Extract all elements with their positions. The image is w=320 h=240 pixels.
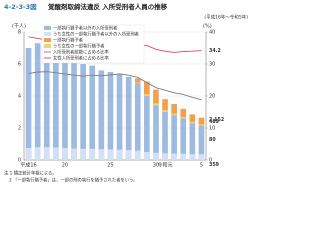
y2-tick-label: 40 xyxy=(209,30,215,36)
bar xyxy=(89,65,96,160)
bar xyxy=(162,110,168,112)
bar xyxy=(171,153,177,160)
bar xyxy=(144,81,150,96)
value-label: 359 xyxy=(209,162,220,168)
bar xyxy=(116,149,123,160)
value-label: 34.2 xyxy=(209,48,221,54)
bar xyxy=(153,105,159,160)
bar xyxy=(189,154,196,160)
legend-label: うち女性の一部執行猶予者以外の入所受刑者 xyxy=(53,31,140,38)
bar xyxy=(198,117,205,126)
bar xyxy=(134,78,141,84)
bar xyxy=(134,82,141,84)
bar xyxy=(144,96,150,160)
bar xyxy=(62,54,68,160)
value-label: 2,152 xyxy=(209,117,224,123)
bar xyxy=(89,148,96,160)
y2-axis-label: (%) xyxy=(203,24,212,30)
y-tick-label: 8 xyxy=(18,30,21,36)
y-tick-label: 2 xyxy=(18,126,21,132)
bar xyxy=(71,60,77,160)
line xyxy=(28,71,202,101)
bar xyxy=(171,113,177,116)
bar xyxy=(153,152,159,160)
bar xyxy=(189,123,196,160)
legend-swatch xyxy=(44,26,51,30)
legend-label: 入所受刑者総数に占める比率 xyxy=(53,49,110,56)
y2-tick-label: 20 xyxy=(209,94,215,100)
bar xyxy=(34,43,41,161)
legend-label: 女性入所受刑者に占める比率 xyxy=(53,55,110,62)
y-tick-label: 0 xyxy=(18,158,21,164)
y-axis-label: (千人) xyxy=(12,23,26,30)
bar xyxy=(153,103,159,106)
bar xyxy=(180,108,187,119)
bar xyxy=(171,115,177,160)
chart: 4-2-3-3図 覚醒剤取締法違反 入所受刑者人員の推移 (平成16年～令和5年… xyxy=(4,2,249,184)
y2-tick-label: 0 xyxy=(209,158,212,164)
legend-label: うち女性の一部執行猶予者 xyxy=(53,43,105,50)
bar xyxy=(162,153,168,160)
bar xyxy=(198,124,205,126)
bar xyxy=(134,83,141,160)
bar xyxy=(53,147,59,160)
bar xyxy=(80,64,86,160)
bar xyxy=(53,51,59,161)
bar xyxy=(189,114,196,124)
bar xyxy=(162,99,168,112)
bar xyxy=(71,148,77,160)
bar xyxy=(180,118,187,160)
subtitle: (平成16年～令和5年) xyxy=(204,14,248,21)
legend-swatch xyxy=(44,44,51,48)
legend-label: 一部執行猶予者 xyxy=(53,37,84,44)
bar xyxy=(25,48,32,160)
bar xyxy=(98,149,105,160)
bar xyxy=(80,148,86,160)
legend-swatch xyxy=(44,32,51,36)
bar xyxy=(107,149,114,160)
value-label: 489 xyxy=(209,119,220,125)
bar xyxy=(125,76,132,160)
legend-swatch xyxy=(44,38,51,42)
x-tick-label: 20 xyxy=(62,163,68,169)
bar xyxy=(116,73,123,160)
bar xyxy=(189,121,196,124)
bar xyxy=(125,150,132,160)
bar xyxy=(180,116,187,119)
bar xyxy=(153,89,159,106)
y-tick-label: 6 xyxy=(18,62,21,68)
bar xyxy=(62,148,68,160)
note: 2 「一部執行猶予者」は，一部の刑の執行を猶予された者をいう。 xyxy=(9,177,137,184)
x-tick-label: 30 xyxy=(153,163,159,169)
legend-label: 一部執行猶予者以外の入所受刑者 xyxy=(53,25,118,32)
bar xyxy=(144,152,150,160)
y2-tick-label: 30 xyxy=(209,62,215,68)
figure-number: 4-2-3-3図 xyxy=(4,2,37,11)
value-label: 80 xyxy=(209,137,216,143)
note: 注 1 矯正統計年報による。 xyxy=(4,170,57,177)
y-tick-label: 4 xyxy=(18,94,21,100)
chart-title: 覚醒剤取締法違反 入所受刑者人員の推移 xyxy=(48,2,168,11)
x-tick-label: 平成16 xyxy=(20,162,36,169)
bar xyxy=(134,150,141,160)
x-tick-label: 5 xyxy=(200,163,203,169)
bar xyxy=(98,70,105,160)
x-tick-label: 令和元 xyxy=(158,162,173,169)
y2-tick-label: 10 xyxy=(209,126,215,132)
bar xyxy=(180,153,187,160)
bar xyxy=(34,147,41,160)
bar xyxy=(198,154,205,160)
x-tick-label: 25 xyxy=(107,163,113,169)
bar xyxy=(25,148,32,160)
bar xyxy=(162,112,168,160)
bar xyxy=(43,147,50,160)
bar xyxy=(43,44,50,160)
bar xyxy=(171,104,177,116)
legend-box xyxy=(41,24,145,64)
bar xyxy=(198,125,205,160)
bar xyxy=(144,94,150,96)
bar xyxy=(107,72,114,160)
